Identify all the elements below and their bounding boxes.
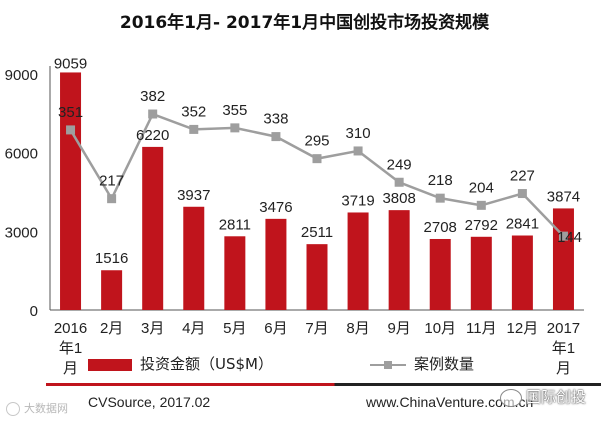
bar xyxy=(224,236,246,310)
line-point xyxy=(353,146,363,156)
bar xyxy=(60,72,82,311)
bar-value-label: 6220 xyxy=(136,127,169,144)
y-tick-label: 9000 xyxy=(5,67,38,84)
bar-value-label: 2792 xyxy=(465,217,498,234)
bar-value-label: 2811 xyxy=(219,216,251,233)
bar-value-label: 3808 xyxy=(382,190,415,207)
x-tick-label: 4月 xyxy=(182,320,205,337)
bar-value-label: 3874 xyxy=(547,188,580,205)
line-point xyxy=(189,124,199,134)
bar-value-label: 3719 xyxy=(341,192,374,209)
line-point xyxy=(66,125,76,135)
bar-value-label: 3937 xyxy=(177,187,210,204)
line-point xyxy=(435,193,445,203)
y-tick-label: 3000 xyxy=(5,224,38,241)
line-value-label: 295 xyxy=(304,133,329,150)
legend-bar-swatch xyxy=(88,358,132,371)
line-point xyxy=(312,154,322,164)
watermark-left: 大数据网 xyxy=(6,400,68,416)
line-point xyxy=(558,231,568,241)
bar xyxy=(142,146,164,310)
x-tick-label: 9月 xyxy=(387,320,410,337)
footer-divider xyxy=(46,383,601,386)
x-tick-label: 11月 xyxy=(466,320,497,337)
line-point xyxy=(148,109,158,119)
line-point xyxy=(107,194,117,204)
line-value-label: 218 xyxy=(428,172,453,189)
line-point xyxy=(394,177,404,187)
watermark-right-text: 国际创投 xyxy=(526,388,587,406)
line-point xyxy=(230,123,240,133)
bar-value-label: 3476 xyxy=(259,199,292,216)
bar xyxy=(511,235,533,310)
bar-value-label: 2841 xyxy=(506,216,539,233)
legend-bar-entry: 投资金额（US$M） xyxy=(88,353,273,374)
x-tick-label: 10月 xyxy=(424,320,456,337)
line-value-label: 204 xyxy=(469,179,494,196)
line-point xyxy=(271,132,281,142)
bar xyxy=(347,212,369,310)
bar xyxy=(101,270,123,310)
bar-value-label: 9059 xyxy=(54,55,87,72)
line-value-label: 351 xyxy=(58,104,83,121)
bar xyxy=(552,208,574,310)
line-value-label: 355 xyxy=(222,102,247,119)
x-tick-label: 8月 xyxy=(346,320,369,337)
line-value-label: 227 xyxy=(510,168,535,185)
bar xyxy=(183,206,205,310)
watermark-right: 国际创投 xyxy=(500,386,586,407)
x-tick-label: 2月 xyxy=(100,320,123,337)
x-tick-label: 5月 xyxy=(223,320,246,337)
footer-source: CVSource, 2017.02 xyxy=(88,394,211,410)
y-tick-label: 0 xyxy=(30,303,38,320)
line-value-label: 249 xyxy=(387,156,412,173)
legend-line-label: 案例数量 xyxy=(414,355,475,373)
bar xyxy=(470,236,492,310)
watermark-left-text: 大数据网 xyxy=(24,402,68,415)
x-tick-label: 6月 xyxy=(264,320,287,337)
line-point xyxy=(476,200,486,210)
bar-value-label: 1516 xyxy=(95,250,128,267)
bar xyxy=(265,218,287,310)
x-tick-label: 2017 年1 月 xyxy=(547,320,580,377)
bar-value-label: 2708 xyxy=(424,219,457,236)
legend-bar-label: 投资金额（US$M） xyxy=(140,355,273,373)
x-tick-label: 2016 年1 月 xyxy=(54,320,87,377)
line-value-label: 382 xyxy=(140,88,165,105)
footer-url: www.ChinaVenture.com.cn xyxy=(366,394,534,410)
bar xyxy=(306,244,328,310)
x-tick-label: 12月 xyxy=(507,320,539,337)
bar xyxy=(429,238,451,310)
legend-line-swatch xyxy=(370,359,406,371)
line-value-label: 338 xyxy=(263,111,288,128)
line-value-label: 352 xyxy=(181,103,206,120)
legend-line-entry: 案例数量 xyxy=(370,353,474,374)
y-tick-label: 6000 xyxy=(5,146,38,163)
line-value-label: 217 xyxy=(99,173,124,190)
line-point xyxy=(517,189,527,199)
watermark-logo-icon xyxy=(6,402,20,416)
line-value-label: 144 xyxy=(557,229,582,246)
bar xyxy=(388,210,410,310)
bar-value-label: 2511 xyxy=(301,224,333,241)
wechat-icon xyxy=(500,388,522,407)
line-value-label: 310 xyxy=(346,125,371,142)
x-tick-label: 7月 xyxy=(305,320,328,337)
chart-title: 2016年1月- 2017年1月中国创投市场投资规模 xyxy=(119,13,490,33)
x-tick-label: 3月 xyxy=(141,320,164,337)
